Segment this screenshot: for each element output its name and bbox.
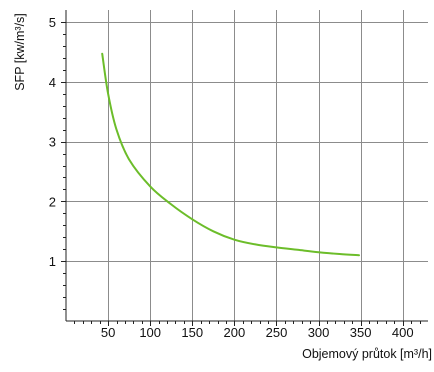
- y-tick-label: 3: [49, 135, 56, 150]
- x-tick-label: 150: [181, 325, 203, 340]
- y-tick-label: 2: [49, 194, 56, 209]
- y-tick-label: 1: [49, 254, 56, 269]
- axes: [65, 10, 428, 322]
- x-tick-labels: 50 100 150 200 250 300 350 400: [101, 325, 414, 340]
- x-tick-label: 100: [139, 325, 161, 340]
- x-axis-label: Objemový průtok [m³/h]: [302, 347, 432, 361]
- series-group: [101, 52, 360, 257]
- x-tick-label: 50: [101, 325, 115, 340]
- y-tick-labels: 1 2 3 4 5: [49, 15, 56, 269]
- x-tick-label: 400: [392, 325, 414, 340]
- x-tick-label: 300: [308, 325, 330, 340]
- y-axis-label: SFP [kw/m³/s]: [13, 13, 27, 91]
- y-tick-label: 5: [49, 15, 56, 30]
- x-tick-label: 350: [350, 325, 372, 340]
- minor-ticks: [61, 22, 421, 326]
- x-tick-label: 250: [266, 325, 288, 340]
- y-tick-label: 4: [49, 75, 56, 90]
- series-line: [101, 52, 360, 257]
- x-tick-label: 200: [224, 325, 246, 340]
- grid: [66, 10, 428, 321]
